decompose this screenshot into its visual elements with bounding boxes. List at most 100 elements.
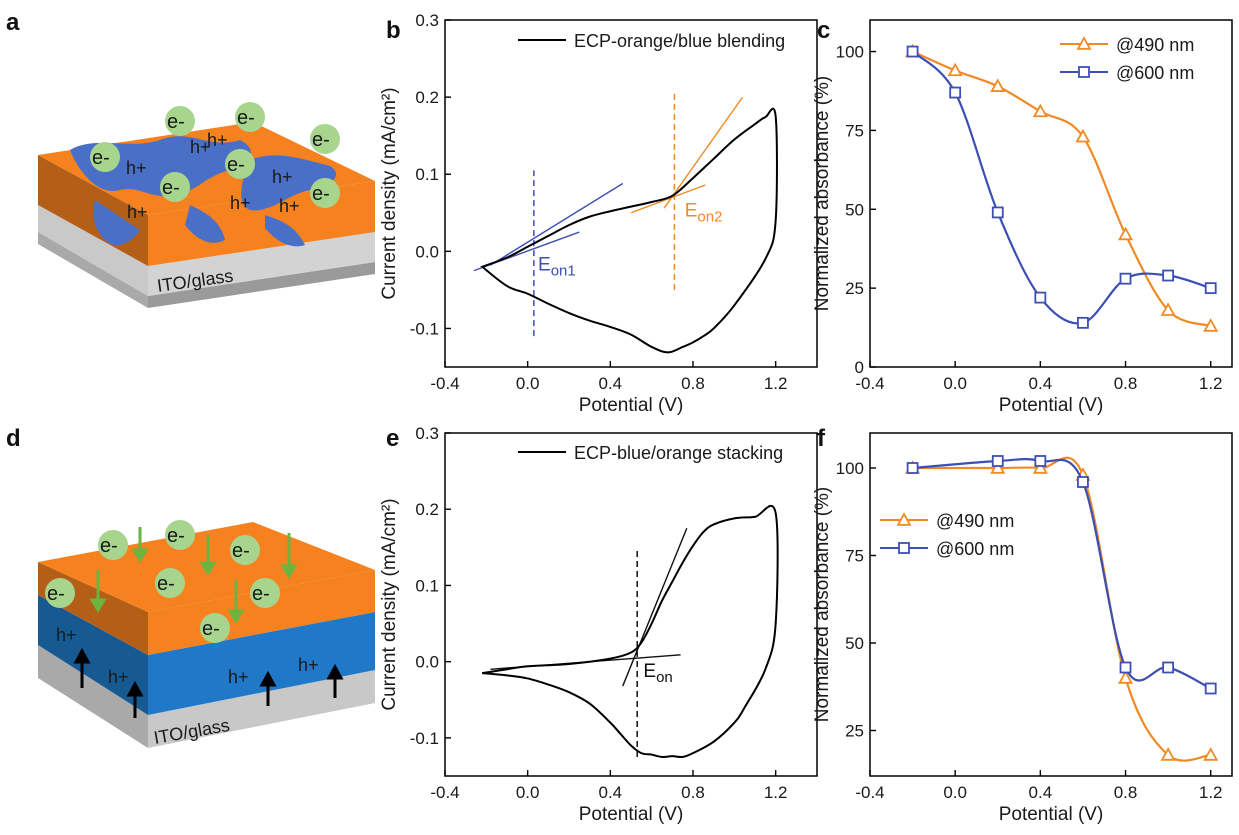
electron-bubble [225,149,255,179]
onset-annotation: Eon [643,661,672,686]
data-point-square [1162,269,1175,282]
electron-bubble [45,578,75,608]
x-tick-label: -0.4 [430,374,459,393]
blue-layer-side-left [38,595,148,715]
y-tick-label: 0.2 [415,88,439,107]
data-point-square [906,462,919,474]
data-point-square [1077,476,1089,488]
legend-label: ECP-orange/blue blending [574,31,785,51]
data-point-square [1077,316,1089,329]
glass-side-front [148,262,375,308]
legend: @490 nm @600 nm [1060,35,1194,83]
ito-side-left [38,205,148,296]
y-axis-label: Normalized absorbance (%) [812,76,833,312]
data-point-square [1162,661,1175,674]
series-line [480,107,778,354]
y-tick-label: 0.3 [415,424,439,443]
electron-bubble [310,178,340,208]
x-tick-label: -0.4 [855,783,884,802]
data-point-square [1034,291,1047,304]
legend-label: @490 nm [936,511,1014,531]
data-point-square [949,86,962,99]
x-tick-label: -0.4 [855,374,884,393]
legend-marker [896,512,912,526]
blue-phase-blob [241,155,337,211]
electron-bubble [310,124,340,154]
arrow-up-icon [73,647,91,664]
electron-bubble [235,102,265,132]
plot-area [482,505,779,759]
tangent-line [622,528,688,687]
x-tick-label: 1.2 [764,783,788,802]
data-point-square [1204,282,1217,295]
data-point-square [1119,661,1132,674]
arrow-up-icon [126,680,144,697]
panel-letter-f: f [817,425,826,452]
hole-label: h+ [272,167,293,187]
series-line [912,50,1212,328]
legend-label: ECP-blue/orange stacking [574,443,783,463]
blue-phase-blob [185,205,225,243]
hole-label: h+ [207,130,228,150]
data-point-square [991,455,1004,467]
onset-annotation: Eon2 [685,201,723,226]
arrow-down-icon [227,609,245,624]
glass-side-left [38,645,148,748]
hole-label: h+ [56,625,77,645]
svg-text:e-: e- [232,540,250,562]
electron-bubble [98,530,128,560]
x-tick-label: 0.8 [1114,374,1138,393]
svg-text:e-: e- [252,583,270,605]
electron-bubble [200,613,230,643]
hole-label: h+ [298,655,319,675]
electron-bubble [250,578,280,608]
electron-bubble [160,172,190,202]
y-tick-label: 0 [855,358,864,377]
tangent-line [663,96,744,209]
hole-label: h+ [108,667,129,687]
y-tick-label: 100 [836,459,864,478]
y-tick-label: 50 [845,634,864,653]
electron-arrows [89,527,298,624]
x-tick-label: 0.0 [516,374,540,393]
hole-label: h+ [230,193,251,213]
y-tick-label: 50 [845,200,864,219]
plot-frame [869,19,1233,368]
legend: ECP-blue/orange stacking [518,443,783,463]
blue-phase-blob [93,200,140,246]
y-tick-label: 75 [845,547,864,566]
y-axis-label: Current density (mA/cm²) [379,87,400,299]
x-tick-label: 1.2 [764,374,788,393]
y-tick-label: 0.0 [415,653,439,672]
schematic-blended-film: ITO/glass e- e- e- e- e- e- e- h+ h+ h+ … [38,102,375,308]
hole-arrows [73,647,344,718]
y-tick-label: 0.2 [415,500,439,519]
x-tick-label: 0.0 [943,783,967,802]
svg-text:e-: e- [92,147,110,169]
data-point-square [1034,455,1047,467]
svg-text:e-: e- [202,618,220,640]
x-tick-label: 0.8 [681,374,705,393]
electron-bubble [230,535,260,565]
data-point-square [906,45,919,58]
schematic-stacked-film: ITO/glass e- e- e- e- e- e- e- [38,520,375,748]
series-line [482,505,779,759]
svg-text:e-: e- [312,183,330,205]
electron-bubble [90,142,120,172]
y-tick-label: 75 [845,121,864,140]
y-tick-label: 100 [836,43,864,62]
svg-text:e-: e- [167,525,185,547]
electron-bubble [165,106,195,136]
data-point-triangle [1075,128,1091,143]
y-tick-label: 0.0 [415,242,439,261]
electron-group: e- e- e- e- e- e- e- [45,520,280,643]
data-point-triangle [1117,226,1134,241]
data-point-triangle [1203,747,1219,761]
series-line [912,458,1212,690]
x-axis-label: Potential (V) [999,395,1104,416]
svg-text:e-: e- [312,129,330,151]
data-point-triangle [947,62,963,77]
series-line [911,50,1212,325]
data-point-triangle [990,78,1006,92]
